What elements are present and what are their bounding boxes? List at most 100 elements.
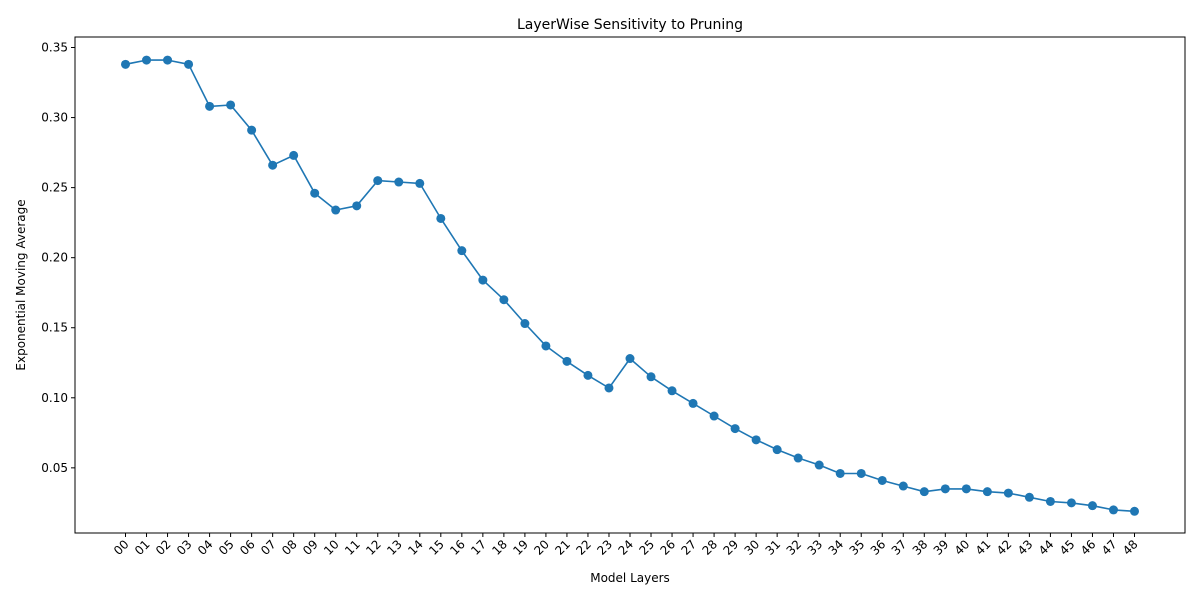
x-tick-label: 26 — [657, 537, 678, 558]
x-tick-label: 46 — [1078, 537, 1099, 558]
data-point — [457, 246, 467, 256]
x-tick-label: 35 — [847, 537, 868, 558]
y-axis-title: Exponential Moving Average — [14, 199, 28, 370]
data-point — [163, 55, 173, 65]
data-point — [331, 205, 341, 215]
x-tick-label: 25 — [636, 537, 657, 558]
x-tick-label: 12 — [363, 537, 384, 558]
data-point — [226, 100, 236, 110]
x-tick-label: 10 — [321, 537, 342, 558]
y-tick-label: 0.10 — [41, 391, 68, 405]
data-point — [394, 177, 404, 187]
data-point — [835, 468, 845, 478]
series-line — [125, 59, 1135, 513]
x-tick-label: 11 — [342, 537, 363, 558]
data-point — [646, 372, 656, 382]
data-point — [961, 484, 971, 494]
x-axis-title: Model Layers — [590, 571, 670, 585]
x-tick-label: 04 — [195, 537, 216, 558]
data-point — [604, 383, 614, 393]
data-point — [1108, 505, 1118, 515]
data-point — [814, 460, 824, 470]
data-point — [898, 481, 908, 491]
data-point — [499, 295, 509, 305]
x-tick-label: 29 — [721, 537, 742, 558]
data-point — [583, 370, 593, 380]
data-point — [856, 468, 866, 478]
y-tick-label: 0.15 — [41, 321, 68, 335]
data-point — [625, 354, 635, 364]
data-point — [184, 59, 194, 69]
data-point — [772, 445, 782, 455]
x-tick-label: 17 — [468, 537, 489, 558]
x-tick-label: 42 — [994, 537, 1015, 558]
x-tick-label: 20 — [531, 537, 552, 558]
data-point — [1045, 496, 1055, 506]
y-tick-label: 0.20 — [41, 251, 68, 265]
data-point — [247, 125, 257, 135]
x-tick-label: 08 — [279, 537, 300, 558]
x-tick-label: 01 — [132, 537, 153, 558]
x-tick-label: 36 — [868, 537, 889, 558]
data-point — [1130, 506, 1139, 516]
data-point — [1066, 498, 1076, 508]
data-point — [436, 213, 446, 223]
y-tick-label: 0.30 — [41, 111, 68, 125]
x-tick-label: 13 — [384, 537, 405, 558]
x-tick-label: 05 — [216, 537, 237, 558]
data-point — [268, 160, 278, 170]
x-tick-label: 30 — [742, 537, 763, 558]
data-point — [1003, 488, 1013, 498]
data-point — [1024, 492, 1034, 502]
x-tick-label: 18 — [489, 537, 510, 558]
x-tick-label: 41 — [973, 537, 994, 558]
x-tick-label: 24 — [615, 537, 636, 558]
x-tick-label: 03 — [174, 537, 195, 558]
y-tick-label: 0.25 — [41, 181, 68, 195]
y-tick-label: 0.35 — [41, 41, 68, 55]
x-tick-label: 34 — [826, 537, 847, 558]
data-point — [877, 475, 887, 485]
data-point — [142, 55, 152, 65]
data-point — [1087, 501, 1097, 511]
x-tick-label: 28 — [699, 537, 720, 558]
plot-frame — [74, 36, 1186, 534]
x-tick-label: 40 — [952, 537, 973, 558]
data-point — [352, 201, 362, 211]
data-point — [751, 435, 761, 445]
x-tick-label: 37 — [889, 537, 910, 558]
x-tick-label: 14 — [405, 537, 426, 558]
data-point — [562, 356, 572, 366]
x-tick-label: 33 — [805, 537, 826, 558]
x-tick-label: 09 — [300, 537, 321, 558]
data-point — [730, 424, 740, 434]
data-point — [688, 398, 698, 408]
data-point — [982, 487, 992, 497]
y-tick-label: 0.05 — [41, 461, 68, 475]
data-point — [940, 484, 950, 494]
x-tick-label: 47 — [1099, 537, 1120, 558]
data-point — [289, 150, 299, 160]
x-tick-label: 00 — [111, 537, 132, 558]
chart-title: LayerWise Sensitivity to Pruning — [517, 17, 743, 33]
x-tick-label: 19 — [510, 537, 531, 558]
x-tick-label: 15 — [426, 537, 447, 558]
x-tick-label: 48 — [1120, 537, 1141, 558]
data-point — [415, 178, 425, 188]
data-point — [121, 59, 130, 69]
data-point — [310, 188, 320, 198]
x-tick-label: 16 — [447, 537, 468, 558]
data-point — [667, 386, 677, 396]
x-tick-label: 45 — [1057, 537, 1078, 558]
data-point — [373, 176, 383, 186]
data-point — [541, 341, 551, 351]
x-tick-label: 07 — [258, 537, 279, 558]
data-point — [520, 319, 530, 329]
x-tick-label: 27 — [678, 537, 699, 558]
x-tick-label: 38 — [910, 537, 931, 558]
x-tick-label: 23 — [594, 537, 615, 558]
x-tick-label: 31 — [763, 537, 784, 558]
x-tick-label: 44 — [1036, 537, 1057, 558]
x-tick-label: 43 — [1015, 537, 1036, 558]
